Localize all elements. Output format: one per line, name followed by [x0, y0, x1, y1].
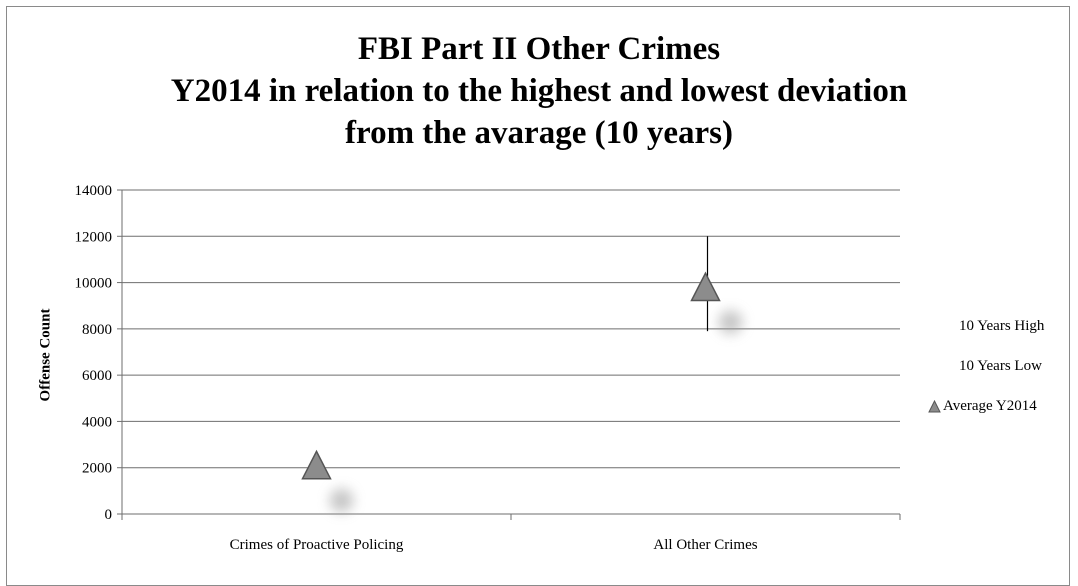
chart-title-line-2: Y2014 in relation to the highest and low… — [170, 73, 908, 109]
y-tick-label: 6000 — [82, 368, 112, 384]
legend-label-average: Average Y2014 — [943, 398, 1037, 414]
y-axis-label: Offense Count — [37, 308, 54, 402]
marker-shadow — [718, 310, 743, 335]
marker-shadow — [329, 488, 354, 513]
y-tick-label: 12000 — [75, 229, 113, 245]
average-marker — [690, 271, 721, 302]
y-tick-label: 2000 — [82, 461, 112, 477]
legend-label-high: 10 Years High — [959, 318, 1045, 334]
legend-label-low: 10 Years Low — [959, 358, 1042, 374]
y-tick-label: 8000 — [82, 322, 112, 338]
y-tick-label: 10000 — [75, 276, 113, 292]
chart-plot: 0 2000 4000 6000 8000 10000 12000 14000 Crimes o… — [75, 183, 901, 553]
chart-title-line-3: from the avarage (10 years) — [345, 115, 733, 151]
chart-title-line-1: FBI Part II Other Crimes — [357, 31, 721, 67]
y-tick-label: 4000 — [82, 414, 112, 430]
average-marker — [301, 449, 332, 480]
legend-item-high: 10 Years High — [959, 318, 1044, 335]
triangle-marker-icon — [928, 400, 941, 413]
chart-frame — [6, 6, 1070, 586]
x-tick-label: Crimes of Proactive Policing — [230, 537, 404, 553]
y-tick-label: 0 — [105, 507, 113, 523]
x-tick-label: All Other Crimes — [653, 537, 757, 553]
legend-item-low: 10 Years Low — [959, 358, 1042, 375]
legend-item-average: Average Y2014 — [928, 398, 1037, 415]
chart-title: FBI Part II Other Crimes Y2014 in relati… — [0, 28, 1078, 154]
y-tick-label: 14000 — [75, 183, 113, 199]
